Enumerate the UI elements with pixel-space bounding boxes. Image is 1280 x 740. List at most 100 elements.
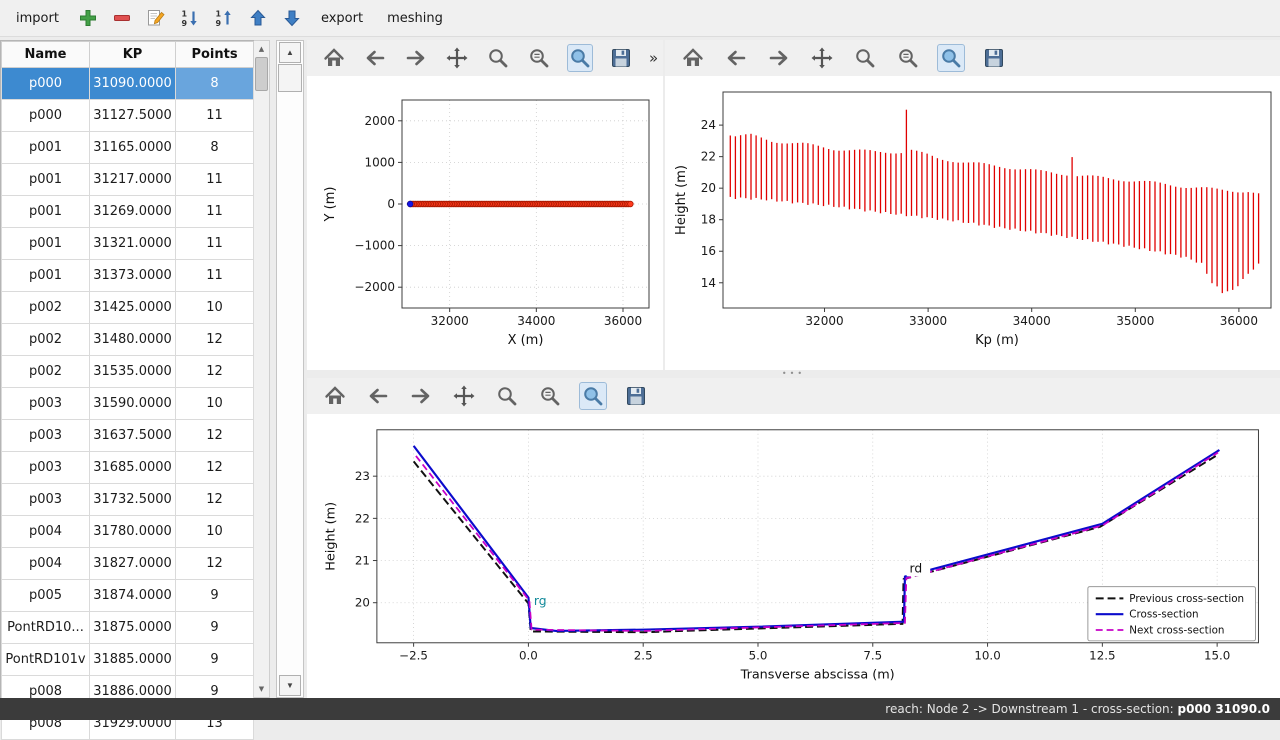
- table-cell[interactable]: 31165.0000: [89, 131, 176, 164]
- table-row[interactable]: p004 31780.0000 10: [1, 515, 254, 548]
- toolbar-overflow-chevron[interactable]: »: [649, 49, 659, 67]
- mpl-pan-button[interactable]: [808, 44, 836, 72]
- table-row[interactable]: p004 31827.0000 12: [1, 547, 254, 580]
- table-cell[interactable]: p002: [1, 291, 90, 324]
- table-cell[interactable]: p005: [1, 579, 90, 612]
- table-row[interactable]: p001 31321.0000 11: [1, 227, 254, 260]
- move-up-button[interactable]: [243, 3, 273, 33]
- table-cell[interactable]: p003: [1, 387, 90, 420]
- mpl-zoom-button[interactable]: [851, 44, 879, 72]
- table-cell[interactable]: p002: [1, 323, 90, 356]
- table-cell[interactable]: 31090.0000: [89, 67, 176, 100]
- table-cell[interactable]: 12: [175, 323, 254, 356]
- table-cell[interactable]: 11: [175, 195, 254, 228]
- table-row[interactable]: PontRD101v 31885.0000 9: [1, 643, 254, 676]
- table-row[interactable]: p008 31886.0000 9: [1, 675, 254, 708]
- table-cell[interactable]: 31269.0000: [89, 195, 176, 228]
- panel-scroll-down-button[interactable]: ▼: [279, 675, 301, 696]
- table-cell[interactable]: p003: [1, 451, 90, 484]
- mpl-zoom-original-button[interactable]: [536, 382, 564, 410]
- table-cell[interactable]: 31373.0000: [89, 259, 176, 292]
- mpl-forward-button[interactable]: [407, 382, 435, 410]
- table-row[interactable]: PontRD10... 31875.0000 9: [1, 611, 254, 644]
- table-cell[interactable]: 31685.0000: [89, 451, 176, 484]
- mpl-back-button[interactable]: [362, 44, 388, 72]
- table-cell[interactable]: 9: [175, 611, 254, 644]
- mpl-pan-button[interactable]: [444, 44, 470, 72]
- edit-cross-section-button[interactable]: [141, 3, 171, 33]
- table-cell[interactable]: p001: [1, 131, 90, 164]
- scroll-up-icon[interactable]: ▲: [258, 45, 265, 53]
- table-cell[interactable]: 31637.5000: [89, 419, 176, 452]
- table-cell[interactable]: 31217.0000: [89, 163, 176, 196]
- table-cell[interactable]: 31480.0000: [89, 323, 176, 356]
- table-cell[interactable]: 11: [175, 99, 254, 132]
- table-cell[interactable]: 31885.0000: [89, 643, 176, 676]
- table-cell[interactable]: p001: [1, 259, 90, 292]
- cross-section-chart[interactable]: −2.5 0.0 2.5 5.0 7.5 10.0 12.5 15.0 20 21 22 23 Tran…: [307, 414, 1280, 698]
- table-cell[interactable]: p001: [1, 195, 90, 228]
- column-header-points[interactable]: Points: [175, 41, 254, 68]
- add-cross-section-button[interactable]: [73, 3, 103, 33]
- mpl-zoom-auto-button[interactable]: [567, 44, 593, 72]
- table-cell[interactable]: p000: [1, 99, 90, 132]
- table-cell[interactable]: 31590.0000: [89, 387, 176, 420]
- table-cell[interactable]: p000: [1, 67, 90, 100]
- table-cell[interactable]: 10: [175, 515, 254, 548]
- table-row[interactable]: p002 31480.0000 12: [1, 323, 254, 356]
- mpl-save-button[interactable]: [980, 44, 1008, 72]
- export-button[interactable]: export: [311, 6, 373, 31]
- longitudinal-profile-chart[interactable]: 32000 33000 34000 35000 36000 14 16 18 20 22 24 Kp …: [665, 76, 1280, 370]
- table-cell[interactable]: p004: [1, 547, 90, 580]
- table-cell[interactable]: 31875.0000: [89, 611, 176, 644]
- mpl-zoom-button[interactable]: [493, 382, 521, 410]
- column-header-name[interactable]: Name: [1, 41, 90, 68]
- table-cell[interactable]: 31535.0000: [89, 355, 176, 388]
- table-row[interactable]: p001 31269.0000 11: [1, 195, 254, 228]
- table-cell[interactable]: 9: [175, 643, 254, 676]
- mpl-zoom-auto-button[interactable]: [937, 44, 965, 72]
- mpl-home-button[interactable]: [679, 44, 707, 72]
- mpl-forward-button[interactable]: [765, 44, 793, 72]
- table-cell[interactable]: 11: [175, 259, 254, 292]
- table-row[interactable]: p000 31127.5000 11: [1, 99, 254, 132]
- table-cell[interactable]: 11: [175, 163, 254, 196]
- remove-cross-section-button[interactable]: [107, 3, 137, 33]
- plan-view-chart[interactable]: 32000 34000 36000 −2000 −1000 0 1000 2000 X (m) Y…: [307, 76, 663, 370]
- table-cell[interactable]: PontRD101v: [1, 643, 90, 676]
- scroll-down-icon[interactable]: ▼: [258, 685, 265, 693]
- table-row[interactable]: p005 31874.0000 9: [1, 579, 254, 612]
- table-cell[interactable]: p002: [1, 355, 90, 388]
- table-cell[interactable]: 12: [175, 483, 254, 516]
- move-down-button[interactable]: [277, 3, 307, 33]
- mpl-back-button[interactable]: [364, 382, 392, 410]
- panel-scrollbar-thumb[interactable]: [278, 64, 302, 92]
- table-row[interactable]: p000 31090.0000 8: [1, 67, 254, 100]
- table-row[interactable]: p002 31535.0000 12: [1, 355, 254, 388]
- mpl-save-button[interactable]: [622, 382, 650, 410]
- table-row[interactable]: p002 31425.0000 10: [1, 291, 254, 324]
- table-row[interactable]: p001 31373.0000 11: [1, 259, 254, 292]
- table-cell[interactable]: p003: [1, 483, 90, 516]
- table-row[interactable]: p003 31590.0000 10: [1, 387, 254, 420]
- mpl-save-button[interactable]: [608, 44, 634, 72]
- meshing-button[interactable]: meshing: [377, 6, 453, 31]
- table-cell[interactable]: 31732.5000: [89, 483, 176, 516]
- table-cell[interactable]: 12: [175, 419, 254, 452]
- table-cell[interactable]: 8: [175, 131, 254, 164]
- table-cell[interactable]: 31425.0000: [89, 291, 176, 324]
- table-scrollbar[interactable]: ▲ ▼: [254, 40, 270, 698]
- table-cell[interactable]: 31321.0000: [89, 227, 176, 260]
- table-row[interactable]: p003 31685.0000 12: [1, 451, 254, 484]
- mpl-zoom-original-button[interactable]: [526, 44, 552, 72]
- table-cell[interactable]: p001: [1, 227, 90, 260]
- table-cell[interactable]: 31827.0000: [89, 547, 176, 580]
- table-cell[interactable]: 31127.5000: [89, 99, 176, 132]
- table-row[interactable]: p001 31217.0000 11: [1, 163, 254, 196]
- table-row[interactable]: p003 31732.5000 12: [1, 483, 254, 516]
- table-cell[interactable]: 11: [175, 227, 254, 260]
- mpl-home-button[interactable]: [321, 44, 347, 72]
- mpl-forward-button[interactable]: [403, 44, 429, 72]
- table-cell[interactable]: 31874.0000: [89, 579, 176, 612]
- table-cell[interactable]: 31780.0000: [89, 515, 176, 548]
